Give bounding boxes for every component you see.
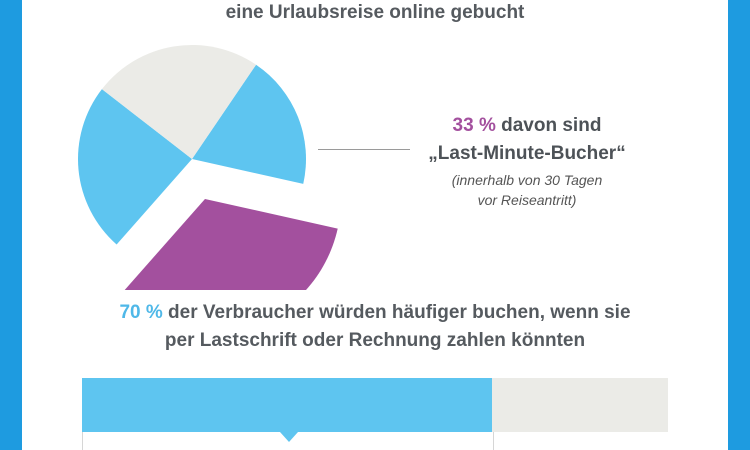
pie-slice-4: [101, 44, 257, 159]
callout-note-line2: vor Reiseantritt): [477, 192, 577, 208]
callout-percent: 33 %: [452, 115, 496, 136]
payment-statement: 70 % der Verbraucher würden häufiger buc…: [22, 299, 728, 355]
pie-slice-3: [78, 89, 192, 245]
bar-pointer: [280, 432, 298, 442]
statement-percent: 70 %: [119, 302, 163, 323]
pie-slice-1: [192, 64, 306, 184]
bar-fill-70: [82, 378, 493, 432]
callout-note-line1: (innerhalb von 30 Tagen: [451, 172, 603, 188]
callout-connector-line: [318, 149, 410, 150]
infographic-panel: eine Urlaubsreise online gebucht 33 % da…: [22, 0, 728, 450]
bar-track: [82, 378, 668, 432]
statement-text-line2: per Lastschrift oder Rechnung zahlen kön…: [164, 330, 586, 351]
statement-text-line1: der Verbraucher würden häufiger buchen, …: [162, 302, 631, 323]
last-minute-callout: 33 % davon sind „Last-Minute-Bucher“ (in…: [402, 112, 652, 210]
pie-slice-2: [124, 198, 338, 290]
callout-label: „Last-Minute-Bucher“: [428, 143, 626, 164]
callout-text: davon sind: [495, 115, 602, 136]
pie-chart: [78, 44, 338, 290]
headline: eine Urlaubsreise online gebucht: [225, 2, 525, 23]
